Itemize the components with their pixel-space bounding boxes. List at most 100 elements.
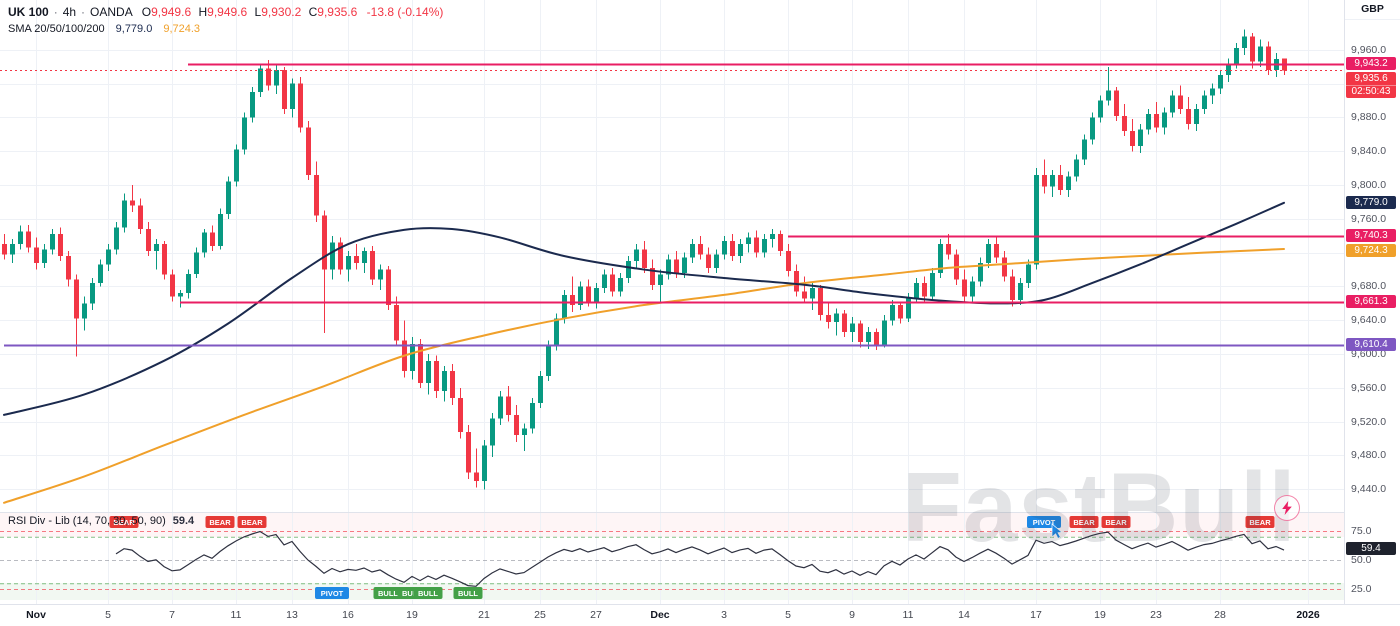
candle[interactable] [98, 259, 103, 287]
candle[interactable] [58, 227, 63, 262]
candle[interactable] [890, 299, 895, 326]
candle[interactable] [770, 228, 775, 248]
candle[interactable] [754, 230, 759, 258]
candle[interactable] [362, 247, 367, 273]
candle[interactable] [450, 364, 455, 405]
candle[interactable] [354, 244, 359, 270]
candle[interactable] [1050, 169, 1055, 197]
candle[interactable] [738, 239, 743, 263]
candle[interactable] [498, 391, 503, 426]
chart-plot-area[interactable]: BEAR BEAR BEAR PIVOT BULL BULL BULL BULL PIVOT BE… [0, 0, 1345, 604]
candle[interactable] [810, 283, 815, 311]
candle[interactable] [1090, 112, 1095, 145]
candle[interactable] [402, 320, 407, 378]
bull-badge[interactable]: BULL [453, 587, 483, 599]
candle[interactable] [602, 269, 607, 294]
candle[interactable] [642, 240, 647, 273]
candle[interactable] [106, 244, 111, 272]
candle[interactable] [34, 237, 39, 270]
candle[interactable] [778, 230, 783, 257]
candle[interactable] [1266, 41, 1271, 76]
candle[interactable] [1194, 103, 1199, 131]
candle[interactable] [850, 316, 855, 343]
candle[interactable] [42, 244, 47, 268]
candle[interactable] [834, 308, 839, 336]
candle[interactable] [1146, 109, 1151, 135]
candle[interactable] [962, 269, 967, 302]
sma-orange-line[interactable] [3, 248, 1285, 504]
bear-badge[interactable]: BEAR [205, 516, 235, 528]
candle[interactable] [1138, 124, 1143, 153]
price-axis[interactable]: GBP 9,960.0 9,880.0 9,840.0 9,800.0 9,760.0 9… [1344, 0, 1400, 604]
candle[interactable] [722, 235, 727, 260]
candle[interactable] [1026, 259, 1031, 289]
candle[interactable] [378, 264, 383, 290]
candle[interactable] [210, 225, 215, 251]
candle[interactable] [218, 208, 223, 250]
candle[interactable] [858, 320, 863, 348]
sma-navy-line[interactable] [3, 201, 1285, 416]
candle[interactable] [1186, 97, 1191, 130]
candle[interactable] [570, 276, 575, 312]
candle[interactable] [514, 404, 519, 442]
bear-badge[interactable]: BEAR [109, 516, 139, 528]
candle[interactable] [1098, 95, 1103, 123]
candle[interactable] [442, 365, 447, 402]
candle[interactable] [610, 267, 615, 297]
level-price-label[interactable]: 9,661.3 [1346, 295, 1396, 309]
level-price-label[interactable]: 9,740.3 [1346, 228, 1396, 242]
candle[interactable] [154, 239, 159, 270]
candle[interactable] [794, 264, 799, 297]
candle[interactable] [1250, 32, 1255, 69]
candle[interactable] [410, 337, 415, 380]
candle[interactable] [786, 244, 791, 277]
interval-label[interactable]: 4h [62, 5, 77, 19]
candle[interactable] [618, 272, 623, 297]
candle[interactable] [306, 120, 311, 180]
candle[interactable] [938, 239, 943, 279]
candle[interactable] [842, 310, 847, 338]
candle[interactable] [690, 239, 695, 263]
bull-badge[interactable]: BULL [413, 587, 443, 599]
candle[interactable] [482, 440, 487, 490]
candle[interactable] [346, 250, 351, 282]
candle[interactable] [1082, 134, 1087, 165]
candle[interactable] [1282, 58, 1287, 76]
candle[interactable] [338, 237, 343, 275]
candle[interactable] [330, 235, 335, 280]
time-axis[interactable]: Nov 5 7 11 13 16 19 21 25 27 Dec 3 5 9 11 14 17 19 23 28 202… [0, 604, 1400, 626]
candle[interactable] [138, 198, 143, 235]
candle[interactable] [50, 228, 55, 255]
candle[interactable] [26, 224, 31, 253]
candle[interactable] [170, 269, 175, 302]
candle[interactable] [1170, 90, 1175, 118]
last-price-label[interactable]: 9,935.6 02:50:43 [1346, 72, 1396, 99]
candle[interactable] [242, 112, 247, 155]
candle[interactable] [426, 354, 431, 395]
candle[interactable] [946, 234, 951, 260]
candle[interactable] [546, 340, 551, 382]
candle[interactable] [634, 244, 639, 268]
candle[interactable] [290, 78, 295, 118]
level-price-label[interactable]: 9,779.0 [1346, 195, 1396, 209]
candle[interactable] [658, 269, 663, 302]
candle[interactable] [490, 413, 495, 458]
candle[interactable] [162, 240, 167, 280]
candle[interactable] [258, 63, 263, 98]
level-price-label[interactable]: 9,943.2 [1346, 57, 1396, 71]
candle[interactable] [322, 210, 327, 333]
candle[interactable] [898, 301, 903, 324]
candle[interactable] [1178, 85, 1183, 115]
candle[interactable] [370, 245, 375, 285]
candle[interactable] [714, 249, 719, 273]
candle[interactable] [130, 185, 135, 213]
candle[interactable] [1242, 29, 1247, 55]
candle[interactable] [2, 234, 7, 260]
candle[interactable] [1002, 250, 1007, 282]
candle[interactable] [506, 386, 511, 422]
candle[interactable] [698, 235, 703, 260]
candle[interactable] [1034, 168, 1039, 270]
bull-badge[interactable]: BULL [373, 587, 403, 599]
candle[interactable] [90, 278, 95, 311]
candle[interactable] [386, 266, 391, 311]
